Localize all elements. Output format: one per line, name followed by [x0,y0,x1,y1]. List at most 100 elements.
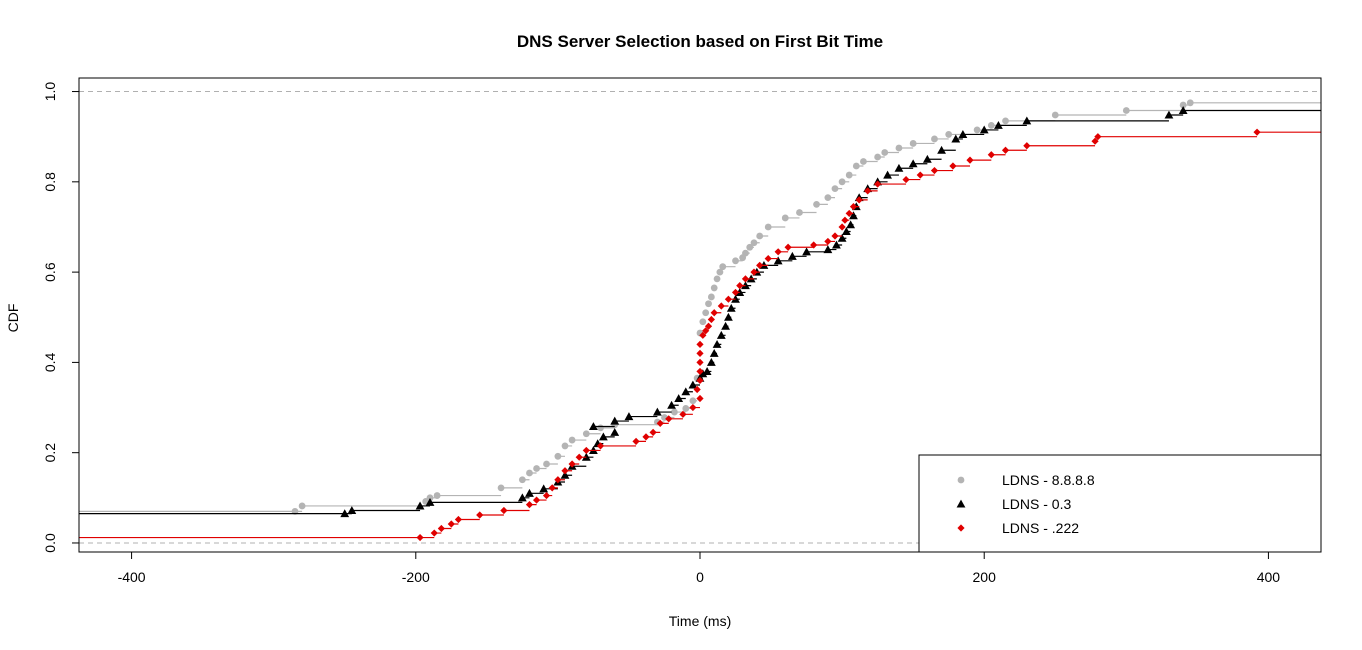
legend-label-1: LDNS - 0.3 [1002,496,1071,512]
series-2-point-55 [874,180,882,188]
series-2-point-18 [642,433,650,441]
series-2-point-43 [764,254,772,263]
x-tick-label-4: 400 [1257,569,1281,585]
series-0-point-51 [931,135,938,143]
series-2-point-62 [1001,146,1010,154]
series-0 [79,99,1321,515]
series-0-point-9 [543,460,550,468]
series-line-0 [79,102,1321,512]
legend-box [918,454,1322,553]
series-1-point-29 [716,330,726,339]
series-1-point-52 [883,170,892,179]
series-2-point-32 [702,327,710,335]
series-2-point-13 [568,460,576,468]
series-1-point-3 [425,497,435,506]
x-axis-label: Time (ms) [669,613,731,629]
series-0-point-44 [845,171,853,179]
series-2-point-34 [707,315,715,324]
legend-marker-2 [957,524,965,532]
x-tick-label-0: -400 [118,569,146,585]
series-0-point-5 [497,484,505,492]
series-2-point-66 [1253,128,1261,136]
series-2-point-47 [824,237,832,246]
series-1-point-18 [652,407,662,416]
series-0-point-57 [1122,107,1130,114]
series-1-point-53 [894,163,904,172]
series-1-point-31 [724,312,733,321]
y-tick-label-4: 0.8 [42,172,58,192]
series-2-point-50 [841,216,849,224]
series-1-point-41 [802,247,811,256]
series-2-point-12 [561,467,569,475]
series-0-point-3 [426,494,434,502]
series-0-point-42 [831,185,839,193]
series-0-point-58 [1179,101,1187,109]
series-1-point-33 [731,294,740,303]
series-1-point-56 [937,145,946,154]
series-1-point-21 [681,387,691,396]
series-2-point-4 [454,515,463,524]
series-1-point-61 [1022,116,1032,125]
series-1-point-55 [922,154,932,163]
series-0-point-37 [764,223,772,231]
series-1-point-4 [517,493,527,502]
legend-label-2: LDNS - .222 [1002,520,1079,536]
series-0-point-8 [533,465,540,472]
series-2-point-31 [699,331,707,339]
series-0-point-48 [881,149,889,156]
series-2-point-59 [949,162,957,170]
series-2-point-63 [1023,142,1031,150]
series-0-point-47 [874,153,882,161]
series-1-point-32 [726,303,736,312]
series-1-point-27 [709,348,719,357]
series-2-point-37 [724,295,733,303]
legend: LDNS - 8.8.8.8 LDNS - 0.3 LDNS - .222 [918,454,1322,553]
series-2-point-33 [704,322,713,330]
series-0-point-11 [561,442,569,450]
x-tick-label-3: 200 [973,569,997,585]
series-1-point-60 [994,121,1003,129]
series-2-point-41 [750,268,758,276]
series-1-point-62 [1164,110,1174,119]
series-0-point-19 [682,405,690,412]
series-2-point-27 [696,367,704,376]
series-2-point-15 [582,446,590,455]
series-0-point-36 [756,232,764,240]
series-2-point-9 [542,491,551,500]
series-0-point-56 [1051,111,1059,119]
series-2-point-60 [966,156,974,164]
series-2-point-51 [845,209,853,218]
series-0-point-30 [719,263,727,271]
series-2-point-64 [1091,137,1099,145]
series-2-point-38 [731,288,740,297]
series-2-point-25 [693,385,701,394]
series-0-point-54 [987,122,995,129]
x-tick-label-2: 0 [696,569,704,585]
series-1-point-63 [1178,106,1188,115]
series-0-point-38 [781,214,789,222]
series-1-point-28 [712,339,722,348]
y-tick-label-0: 0.0 [42,533,58,553]
series-2-point-40 [741,275,750,283]
series-0-point-18 [671,408,678,416]
series-2-point-56 [902,175,910,184]
series-1-point-54 [908,159,918,168]
series-2-point-0 [416,533,424,542]
series-1-point-17 [624,412,634,421]
y-tick-label-5: 1.0 [42,82,58,102]
series-0-point-1 [298,502,306,510]
series-2-point-45 [784,243,792,251]
series-1-point-24 [698,369,708,378]
series-0-point-49 [895,144,903,152]
series-1-point-16 [610,416,620,425]
series-0-point-28 [713,275,721,283]
x-tick-label-1: -200 [402,569,430,585]
series-2-point-6 [500,506,508,515]
series-2-point-58 [930,166,939,175]
series-2-point-14 [575,453,583,461]
series-2-point-49 [838,223,846,231]
series-layer [79,99,1321,542]
series-1-point-26 [706,358,716,366]
series-2-point-17 [632,437,640,445]
series-2 [79,128,1321,542]
